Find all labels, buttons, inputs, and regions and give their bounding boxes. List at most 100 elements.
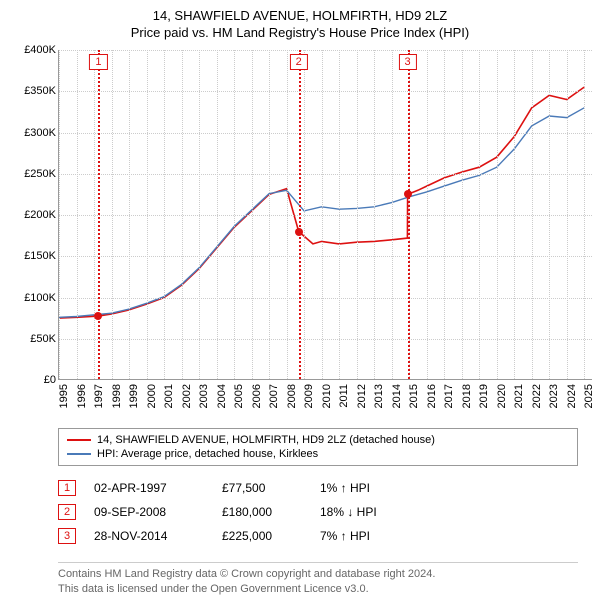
- y-tick-label: £150K: [24, 250, 56, 262]
- gridline-vertical: [392, 50, 393, 379]
- sale-row: 328-NOV-2014£225,0007% ↑ HPI: [58, 524, 578, 548]
- gridline-vertical: [479, 50, 480, 379]
- x-tick-label: 2001: [163, 384, 175, 408]
- sale-marker-badge: 3: [399, 54, 417, 70]
- chart-subtitle: Price paid vs. HM Land Registry's House …: [8, 25, 592, 40]
- sale-marker-line: [98, 50, 100, 379]
- legend-label: HPI: Average price, detached house, Kirk…: [97, 448, 318, 460]
- gridline-vertical: [217, 50, 218, 379]
- x-tick-label: 2019: [478, 384, 490, 408]
- x-tick-label: 2006: [251, 384, 263, 408]
- legend-swatch: [67, 439, 91, 441]
- x-tick-label: 2007: [268, 384, 280, 408]
- x-tick-label: 2010: [321, 384, 333, 408]
- gridline-vertical: [182, 50, 183, 379]
- sale-delta: 1% ↑ HPI: [320, 481, 420, 495]
- gridline-vertical: [567, 50, 568, 379]
- gridline-vertical: [584, 50, 585, 379]
- chart-title: 14, SHAWFIELD AVENUE, HOLMFIRTH, HD9 2LZ: [8, 8, 592, 23]
- x-tick-label: 2021: [513, 384, 525, 408]
- legend-swatch: [67, 453, 91, 455]
- x-tick-label: 2020: [496, 384, 508, 408]
- gridline-horizontal: [59, 174, 592, 175]
- y-tick-label: £50K: [30, 333, 56, 345]
- x-tick-label: 2009: [303, 384, 315, 408]
- x-tick-label: 2013: [373, 384, 385, 408]
- x-tick-label: 2022: [531, 384, 543, 408]
- sale-date: 02-APR-1997: [94, 481, 204, 495]
- sale-delta: 18% ↓ HPI: [320, 505, 420, 519]
- gridline-vertical: [357, 50, 358, 379]
- x-tick-label: 1995: [58, 384, 70, 408]
- y-tick-label: £0: [44, 374, 56, 386]
- gridline-vertical: [322, 50, 323, 379]
- x-tick-label: 2018: [461, 384, 473, 408]
- gridline-vertical: [287, 50, 288, 379]
- sales-table: 1 02-APR-1997 £77,500 1% ↑ HPI 2 09-SEP-2008 £…: [58, 476, 578, 548]
- sale-badge: 1: [58, 480, 76, 496]
- x-tick-label: 2011: [338, 384, 350, 408]
- sale-date: 09-SEP-2008: [94, 505, 204, 519]
- gridline-vertical: [77, 50, 78, 379]
- footer-line: Contains HM Land Registry data © Crown c…: [58, 567, 578, 582]
- x-tick-label: 2012: [356, 384, 368, 408]
- gridline-vertical: [444, 50, 445, 379]
- sale-marker-dot: [94, 312, 102, 320]
- x-tick-label: 2025: [583, 384, 595, 408]
- gridline-vertical: [234, 50, 235, 379]
- gridline-vertical: [252, 50, 253, 379]
- x-tick-label: 2008: [286, 384, 298, 408]
- x-tick-label: 1999: [128, 384, 140, 408]
- gridline-horizontal: [59, 215, 592, 216]
- chart-area: £0£50K£100K£150K£200K£250K£300K£350K£400…: [8, 50, 592, 420]
- gridline-vertical: [549, 50, 550, 379]
- gridline-vertical: [112, 50, 113, 379]
- gridline-vertical: [497, 50, 498, 379]
- gridline-vertical: [147, 50, 148, 379]
- footer-attribution: Contains HM Land Registry data © Crown c…: [58, 562, 578, 597]
- sale-row: 1 02-APR-1997 £77,500 1% ↑ HPI: [58, 476, 578, 500]
- y-axis: £0£50K£100K£150K£200K£250K£300K£350K£400…: [8, 50, 58, 380]
- x-axis: 1995199619971998199920002001200220032004…: [58, 382, 592, 418]
- plot-area: 1 2 3: [58, 50, 592, 380]
- sale-price: £225,000: [222, 529, 302, 543]
- x-tick-label: 1996: [76, 384, 88, 408]
- sale-price: £180,000: [222, 505, 302, 519]
- gridline-vertical: [129, 50, 130, 379]
- x-tick-label: 2016: [426, 384, 438, 408]
- x-tick-label: 2017: [443, 384, 455, 408]
- y-tick-label: £200K: [24, 209, 56, 221]
- legend-item: 14, SHAWFIELD AVENUE, HOLMFIRTH, HD9 2LZ…: [67, 433, 569, 447]
- gridline-vertical: [514, 50, 515, 379]
- y-tick-label: £300K: [24, 127, 56, 139]
- sale-marker-dot: [404, 190, 412, 198]
- sale-badge: 2: [58, 504, 76, 520]
- x-tick-label: 2005: [233, 384, 245, 408]
- gridline-horizontal: [59, 50, 592, 51]
- y-tick-label: £100K: [24, 292, 56, 304]
- legend-label: 14, SHAWFIELD AVENUE, HOLMFIRTH, HD9 2LZ…: [97, 434, 435, 446]
- sale-marker-badge: 2: [290, 54, 308, 70]
- legend: 14, SHAWFIELD AVENUE, HOLMFIRTH, HD9 2LZ…: [58, 428, 578, 466]
- gridline-vertical: [304, 50, 305, 379]
- y-tick-label: £400K: [24, 44, 56, 56]
- gridline-horizontal: [59, 91, 592, 92]
- gridline-vertical: [164, 50, 165, 379]
- gridline-vertical: [374, 50, 375, 379]
- sale-marker-line: [299, 50, 301, 379]
- x-tick-label: 2024: [566, 384, 578, 408]
- sale-price: £77,500: [222, 481, 302, 495]
- sale-badge: 3: [58, 528, 76, 544]
- gridline-horizontal: [59, 339, 592, 340]
- sale-marker-badge: 1: [89, 54, 107, 70]
- sale-row: 2 09-SEP-2008 £180,000 18% ↓ HPI: [58, 500, 578, 524]
- x-tick-label: 1997: [93, 384, 105, 408]
- gridline-vertical: [269, 50, 270, 379]
- x-tick-label: 2003: [198, 384, 210, 408]
- x-tick-label: 1998: [111, 384, 123, 408]
- gridline-horizontal: [59, 133, 592, 134]
- gridline-horizontal: [59, 298, 592, 299]
- sale-date: 28-NOV-2014: [94, 529, 204, 543]
- gridline-vertical: [199, 50, 200, 379]
- x-tick-label: 2000: [146, 384, 158, 408]
